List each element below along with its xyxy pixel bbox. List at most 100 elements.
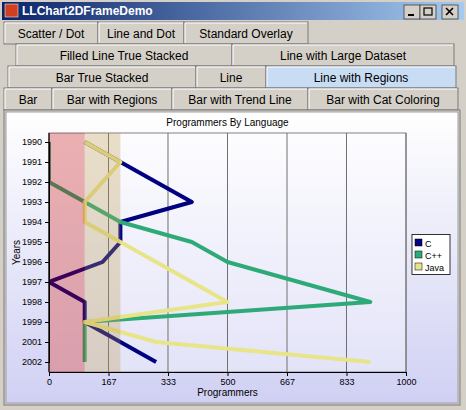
grid-line xyxy=(227,133,228,372)
y-tick: 1999 xyxy=(22,317,49,327)
y-tick: 1995 xyxy=(22,237,49,247)
tab-label[interactable]: Line with Regions xyxy=(314,71,409,85)
x-tick-label: 667 xyxy=(280,377,295,387)
tab[interactable]: Bar with Cat Coloring xyxy=(308,88,458,110)
window-frame xyxy=(0,0,466,410)
button-glyph[interactable] xyxy=(408,14,414,16)
button-glyph[interactable] xyxy=(446,8,453,15)
tab[interactable]: Line and Dot xyxy=(98,22,184,44)
title-bar xyxy=(2,2,464,20)
tab[interactable]: Line with Regions xyxy=(266,66,456,88)
x-tick: 500 xyxy=(220,372,235,387)
tab-highlight[interactable] xyxy=(5,23,97,43)
tab-face[interactable] xyxy=(52,88,172,110)
tab-label[interactable]: Bar with Cat Coloring xyxy=(326,93,439,107)
tab[interactable]: Bar True Stacked xyxy=(8,66,196,88)
button-face[interactable] xyxy=(404,5,420,19)
tab[interactable]: Standard Overlay xyxy=(184,22,308,44)
tab[interactable]: Bar with Regions xyxy=(52,88,172,110)
tab-face[interactable] xyxy=(4,22,98,44)
x-tick: 833 xyxy=(339,372,354,387)
tab[interactable]: Scatter / Dot xyxy=(4,22,98,44)
tab-face[interactable] xyxy=(8,66,196,88)
tab-label[interactable]: Bar with Regions xyxy=(67,93,158,107)
y-tick-mark xyxy=(45,262,49,263)
x-tick-label: 0 xyxy=(47,377,52,387)
tab-face[interactable] xyxy=(4,88,52,110)
y-tick: 1998 xyxy=(22,297,49,307)
tab-highlight[interactable] xyxy=(99,23,183,43)
tab-highlight[interactable] xyxy=(197,67,265,87)
region xyxy=(49,133,85,372)
x-tick: 667 xyxy=(280,372,295,387)
tab-label[interactable]: Bar xyxy=(19,93,38,107)
close-button[interactable] xyxy=(442,5,458,19)
tab-highlight[interactable] xyxy=(5,89,51,109)
y-tick-mark xyxy=(45,222,49,223)
button-face[interactable] xyxy=(420,5,436,19)
tab-face[interactable] xyxy=(232,44,454,66)
legend-swatch xyxy=(415,263,422,270)
tab-label[interactable]: Standard Overlay xyxy=(199,27,292,41)
tab-face[interactable] xyxy=(196,66,266,88)
x-tick-label: 167 xyxy=(101,377,116,387)
tab-label[interactable]: Line xyxy=(220,71,243,85)
tab-highlight[interactable] xyxy=(9,67,195,87)
tab-face[interactable] xyxy=(184,22,308,44)
x-tick-mark xyxy=(406,372,407,376)
y-tick: 1992 xyxy=(22,177,49,187)
tab[interactable]: Filled Line True Stacked xyxy=(16,44,232,66)
tab-face[interactable] xyxy=(16,44,232,66)
y-tick: 1990 xyxy=(22,137,49,147)
x-tick-mark xyxy=(346,372,347,376)
y-tick-mark xyxy=(45,302,49,303)
region xyxy=(85,133,121,372)
minimize-button[interactable] xyxy=(404,5,420,19)
tab[interactable]: Bar with Trend Line xyxy=(172,88,308,110)
maximize-button[interactable] xyxy=(420,5,436,19)
y-tick-label: 1992 xyxy=(22,177,42,187)
app-icon xyxy=(5,4,18,17)
x-tick-mark xyxy=(168,372,169,376)
y-tick-label: 2002 xyxy=(22,357,42,367)
y-axis-title: Years xyxy=(11,240,22,265)
tab-highlight[interactable] xyxy=(185,23,307,43)
y-tick-label: 1991 xyxy=(22,157,42,167)
legend-box xyxy=(412,235,450,275)
legend-swatch xyxy=(415,251,422,258)
y-tick: 1997 xyxy=(22,277,49,287)
tab-label[interactable]: Filled Line True Stacked xyxy=(60,49,189,63)
y-tick-label: 1995 xyxy=(22,237,42,247)
tab-label[interactable]: Bar with Trend Line xyxy=(188,93,292,107)
tab-face[interactable] xyxy=(172,88,308,110)
tab-label[interactable]: Bar True Stacked xyxy=(56,71,149,85)
tab[interactable]: Bar xyxy=(4,88,52,110)
tab-face[interactable] xyxy=(98,22,184,44)
tab[interactable]: Line xyxy=(196,66,266,88)
grid-line xyxy=(167,133,168,372)
tab-highlight[interactable] xyxy=(233,45,453,65)
y-tick-mark xyxy=(45,182,49,183)
y-tick-mark xyxy=(45,362,49,363)
tab-face[interactable] xyxy=(308,88,458,110)
tab-highlight[interactable] xyxy=(173,89,307,109)
y-tick-mark xyxy=(45,322,49,323)
tab-highlight[interactable] xyxy=(309,89,457,109)
grid xyxy=(49,133,406,372)
tab-face[interactable] xyxy=(266,66,456,88)
x-tick-label: 333 xyxy=(161,377,176,387)
x-tick-mark xyxy=(287,372,288,376)
tab-label[interactable]: Line with Large Dataset xyxy=(280,49,407,63)
tab-label[interactable]: Line and Dot xyxy=(107,27,176,41)
tab-highlight[interactable] xyxy=(17,45,231,65)
tab-label[interactable]: Scatter / Dot xyxy=(18,27,85,41)
x-axis-title: Programmers xyxy=(197,387,258,398)
tab-highlight[interactable] xyxy=(53,89,171,109)
tab-highlight[interactable] xyxy=(267,67,455,87)
button-glyph[interactable] xyxy=(424,8,432,15)
x-tick-mark xyxy=(109,372,110,376)
tab[interactable]: Line with Large Dataset xyxy=(232,44,454,66)
y-tick: 2002 xyxy=(22,357,49,367)
button-face[interactable] xyxy=(442,5,458,19)
legend-label: C xyxy=(425,239,432,249)
